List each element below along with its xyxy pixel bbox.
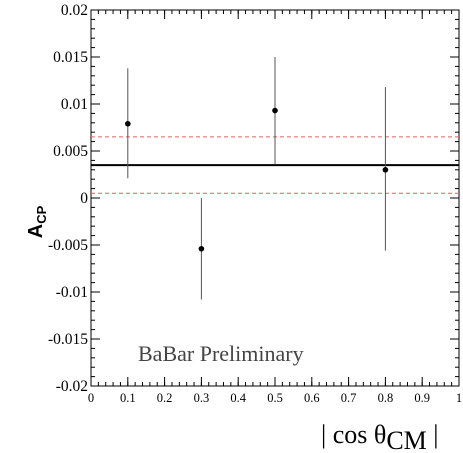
y-tick-label: -0.015 <box>48 331 88 348</box>
data-point-4 <box>382 167 389 173</box>
y-axis-title-main: A <box>25 224 47 238</box>
x-tick-label: 0.2 <box>157 391 173 405</box>
y-tick-label: -0.01 <box>56 284 88 301</box>
x-axis-title: | cos θCM | <box>321 420 439 453</box>
y-tick-label: 0.02 <box>61 2 88 19</box>
y-axis-title: ACP <box>25 205 49 238</box>
x-tick-label: 0.4 <box>230 391 246 405</box>
y-tick-label: -0.005 <box>48 237 88 254</box>
data-point-3 <box>272 107 278 114</box>
data-point-1 <box>125 120 131 127</box>
y-tick-label: -0.02 <box>56 378 88 395</box>
x-tick-label: 0.6 <box>304 391 320 405</box>
x-tick-label: 0.5 <box>267 391 283 405</box>
data-points-layer <box>125 57 389 300</box>
x-tick-label: 0 <box>88 391 94 405</box>
x-axis-title-close: | <box>427 420 439 449</box>
annotation-label: BaBar Preliminary <box>138 341 304 366</box>
ticks-layer: -0.02 -0.015 -0.01 -0.005 0 0.005 0.01 0.015 0.0… <box>48 2 462 405</box>
y-tick-label: 0 <box>80 190 88 207</box>
svg-text:| cos θCM |: | cos θCM | <box>321 420 439 453</box>
y-tick-label: 0.005 <box>53 143 88 160</box>
y-axis-title-sub: CP <box>34 205 49 223</box>
y-tick-label: 0.01 <box>61 96 88 113</box>
x-tick-label: 0.9 <box>414 391 430 405</box>
svg-text:ACP: ACP <box>25 205 49 238</box>
x-axis-title-main: | cos θ <box>321 420 386 449</box>
x-axis-title-sub: CM <box>386 426 426 453</box>
x-tick-label: 1 <box>456 391 462 405</box>
x-tick-label: 0.3 <box>194 391 210 405</box>
data-point-2 <box>198 245 205 252</box>
x-tick-label: 0.7 <box>341 391 357 405</box>
y-tick-label: 0.015 <box>53 49 88 66</box>
x-tick-label: 0.1 <box>120 391 136 405</box>
x-tick-label: 0.8 <box>378 391 394 405</box>
